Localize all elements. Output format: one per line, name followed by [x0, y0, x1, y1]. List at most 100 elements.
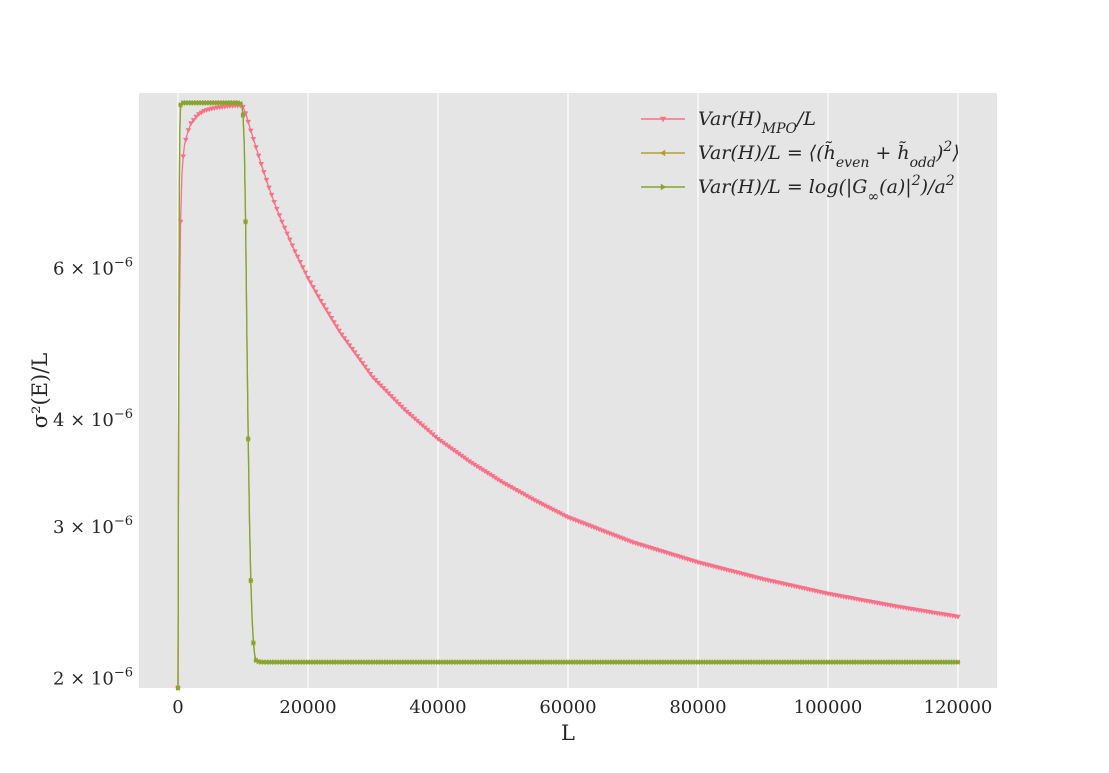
- series-marker: [563, 659, 569, 665]
- series-marker: [807, 659, 813, 665]
- series-marker: [594, 659, 600, 665]
- y-tick-mantissa: 3: [53, 517, 64, 538]
- series-marker: [696, 659, 701, 665]
- series-marker: [474, 464, 480, 470]
- series-marker: [732, 659, 738, 665]
- y-tick-times: × 10: [64, 410, 113, 431]
- legend-label-part: ): [935, 142, 943, 164]
- series-marker: [503, 659, 509, 665]
- series-marker: [276, 213, 283, 219]
- series-marker: [393, 399, 400, 405]
- series-marker: [529, 659, 535, 665]
- series-marker: [245, 119, 251, 125]
- series-marker: [852, 659, 857, 665]
- series-marker: [610, 659, 615, 665]
- series-marker: [302, 270, 309, 276]
- series-marker: [818, 659, 823, 665]
- series-marker: [443, 442, 449, 448]
- series-marker: [698, 659, 704, 665]
- series-marker: [742, 659, 748, 665]
- series-marker: [519, 659, 524, 665]
- series-marker: [251, 640, 257, 646]
- series-marker: [250, 136, 257, 142]
- series-marker: [196, 112, 202, 118]
- series-marker: [541, 503, 548, 509]
- series-marker: [464, 659, 470, 665]
- series-marker: [185, 128, 192, 133]
- series-marker: [500, 480, 506, 486]
- series-marker: [531, 498, 537, 503]
- series-marker: [841, 659, 847, 665]
- series-marker: [896, 659, 901, 665]
- series-marker: [284, 231, 290, 237]
- series-marker: [204, 100, 210, 106]
- series-marker: [495, 659, 501, 665]
- series-marker: [456, 659, 462, 665]
- series-marker: [482, 659, 488, 665]
- series-marker: [638, 659, 644, 665]
- series-marker: [386, 659, 392, 665]
- x-tick-label: 120000: [924, 697, 993, 718]
- series-marker: [271, 200, 277, 205]
- series-marker: [914, 659, 920, 665]
- series-marker: [586, 659, 592, 665]
- series-marker: [178, 102, 184, 108]
- series-marker: [527, 659, 532, 665]
- x-tick-label: 80000: [669, 697, 726, 718]
- series-marker: [636, 659, 641, 665]
- series-marker: [584, 659, 589, 665]
- legend-marker: [659, 116, 667, 123]
- series-marker: [268, 192, 275, 198]
- series-marker: [502, 482, 509, 487]
- series-marker: [690, 659, 696, 665]
- series-marker: [774, 659, 779, 665]
- series-marker: [672, 659, 678, 665]
- series-marker: [233, 100, 238, 106]
- gridlines: [177, 93, 959, 688]
- series-marker: [274, 206, 280, 212]
- series-marker: [441, 659, 446, 665]
- series-marker: [196, 100, 202, 106]
- series-marker: [183, 137, 189, 143]
- series-marker: [745, 659, 751, 665]
- series-marker: [761, 659, 766, 665]
- series-marker: [183, 100, 189, 106]
- series-marker: [297, 260, 303, 265]
- series-marker: [384, 659, 389, 665]
- series-marker: [644, 659, 649, 665]
- series-marker: [222, 100, 228, 106]
- series-marker: [542, 659, 548, 665]
- series-marker: [867, 659, 873, 665]
- series-marker: [300, 659, 306, 665]
- x-tick-label: 20000: [279, 697, 336, 718]
- series-marker: [487, 472, 493, 478]
- series-marker: [254, 657, 259, 664]
- series-marker: [515, 489, 522, 495]
- series-marker: [315, 294, 322, 300]
- series-marker: [805, 659, 810, 665]
- series-marker: [339, 332, 345, 338]
- series-marker: [625, 659, 631, 665]
- series-marker: [714, 659, 719, 665]
- series-marker: [490, 659, 496, 665]
- series-marker: [675, 659, 680, 665]
- series-marker: [709, 659, 714, 665]
- series-marker: [458, 453, 465, 459]
- series-marker: [846, 659, 852, 665]
- series-marker: [518, 490, 524, 496]
- x-tick-label: 100000: [794, 697, 863, 718]
- series-marker: [328, 315, 335, 321]
- series-marker: [703, 659, 709, 665]
- series-marker: [449, 659, 454, 665]
- series-marker: [215, 100, 220, 106]
- series-marker: [394, 659, 400, 665]
- series-marker: [924, 659, 930, 665]
- series-marker: [321, 659, 327, 665]
- series-marker: [615, 659, 621, 665]
- series-marker: [901, 659, 907, 665]
- legend-label-part: )/a: [920, 176, 946, 198]
- series-marker: [352, 659, 358, 665]
- series-marker: [207, 100, 212, 106]
- series-marker: [243, 218, 249, 225]
- x-tick-label: 60000: [539, 697, 596, 718]
